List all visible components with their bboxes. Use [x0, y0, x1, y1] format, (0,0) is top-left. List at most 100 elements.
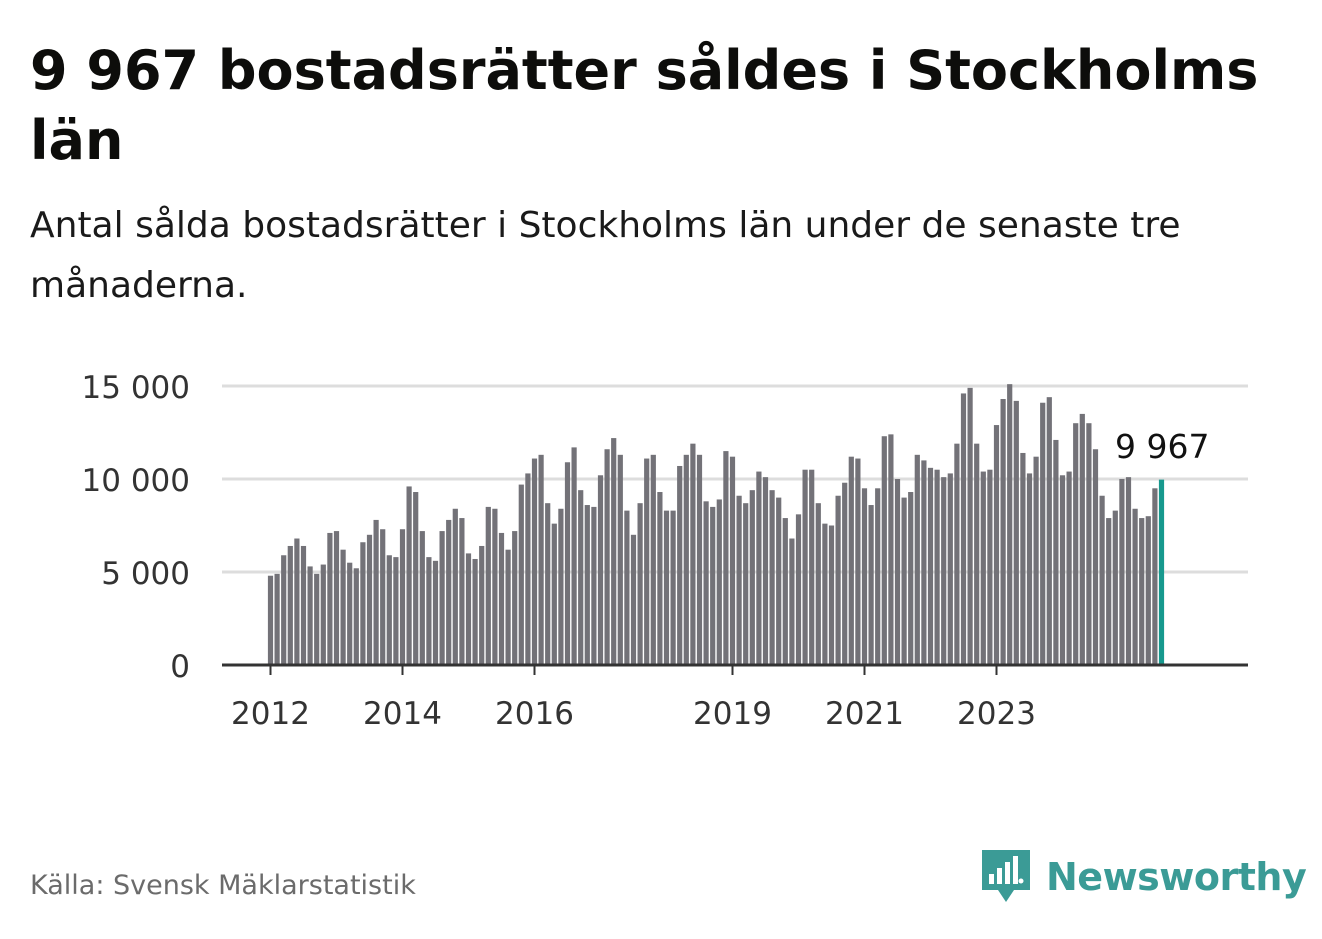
bar — [327, 532, 333, 665]
bar — [340, 549, 346, 665]
bar — [993, 425, 1000, 665]
bar — [432, 560, 439, 665]
bar — [564, 462, 571, 665]
bar — [762, 477, 769, 665]
bar — [380, 529, 386, 665]
bar — [1086, 423, 1092, 665]
x-tick-label: 2014 — [363, 696, 442, 732]
bar — [1139, 518, 1145, 665]
bar — [868, 505, 874, 665]
bar — [1099, 495, 1105, 665]
annotations: 9 967 — [1115, 427, 1209, 466]
bar — [591, 506, 597, 665]
x-axis: 2012 2014 2016 2019 2021 2023 — [222, 663, 1248, 732]
bar — [782, 518, 788, 665]
bar — [947, 473, 953, 665]
bar — [505, 549, 511, 665]
bar — [855, 458, 861, 665]
bar — [274, 573, 280, 665]
bar — [399, 529, 406, 665]
bar — [795, 514, 802, 665]
bar — [828, 525, 835, 665]
bar — [406, 486, 412, 665]
bar — [802, 469, 808, 665]
bar — [578, 490, 584, 665]
bar — [551, 523, 557, 665]
bar — [1033, 456, 1039, 665]
bar — [696, 454, 703, 665]
bar — [571, 447, 577, 665]
bar — [1026, 473, 1033, 665]
bar — [307, 566, 313, 665]
bar — [881, 436, 887, 665]
bar — [690, 443, 696, 665]
bar — [1000, 399, 1006, 665]
bar — [597, 475, 604, 665]
highlight-value-label: 9 967 — [1115, 427, 1209, 466]
bar — [439, 531, 445, 665]
bar — [320, 564, 326, 665]
bar — [835, 495, 841, 665]
bar — [630, 534, 637, 665]
bar — [670, 510, 676, 665]
bar — [729, 456, 736, 665]
bar — [465, 553, 472, 665]
bar — [1079, 413, 1085, 665]
bar — [736, 495, 742, 665]
bar — [710, 506, 716, 665]
bar — [300, 545, 307, 665]
bar — [769, 490, 775, 665]
bar — [921, 460, 927, 665]
bar — [637, 503, 643, 665]
bar — [663, 510, 670, 665]
bar — [624, 510, 630, 665]
bar — [716, 499, 722, 665]
bar — [538, 454, 544, 665]
bar — [809, 469, 815, 665]
bar — [360, 542, 366, 665]
brand-logo: Newsworthy — [980, 846, 1307, 908]
bar — [353, 568, 359, 665]
bar — [927, 467, 934, 665]
bar — [604, 449, 610, 665]
bar — [1152, 488, 1158, 665]
bar — [703, 501, 709, 665]
x-tick-label: 2019 — [693, 696, 772, 732]
bar — [512, 531, 518, 665]
bar — [1040, 402, 1046, 665]
x-tick-label: 2023 — [957, 696, 1036, 732]
bar — [842, 482, 848, 665]
bar — [1059, 475, 1066, 665]
y-tick-label: 0 — [170, 649, 190, 685]
bar — [908, 492, 914, 665]
bar — [934, 469, 940, 665]
bar — [1020, 452, 1026, 665]
bar — [657, 492, 663, 665]
bar — [756, 471, 762, 665]
bar — [987, 469, 993, 665]
bar — [492, 508, 498, 665]
bar — [888, 434, 894, 665]
bar — [347, 562, 353, 665]
bar — [954, 443, 960, 665]
bar — [373, 519, 379, 665]
bar — [518, 484, 524, 665]
bar — [1132, 508, 1138, 665]
bar — [974, 443, 980, 665]
bar — [281, 555, 287, 665]
bar — [426, 557, 432, 665]
bar — [1119, 479, 1125, 665]
x-tick-label: 2021 — [825, 696, 904, 732]
bar — [452, 508, 458, 665]
bar — [1053, 439, 1059, 665]
bar — [848, 456, 854, 665]
bar — [419, 531, 425, 665]
bar — [472, 558, 478, 665]
bars — [267, 384, 1165, 665]
bar — [1112, 510, 1118, 665]
bar — [1046, 397, 1052, 665]
bar — [1092, 449, 1099, 665]
bar — [611, 438, 617, 665]
bar — [617, 454, 623, 665]
